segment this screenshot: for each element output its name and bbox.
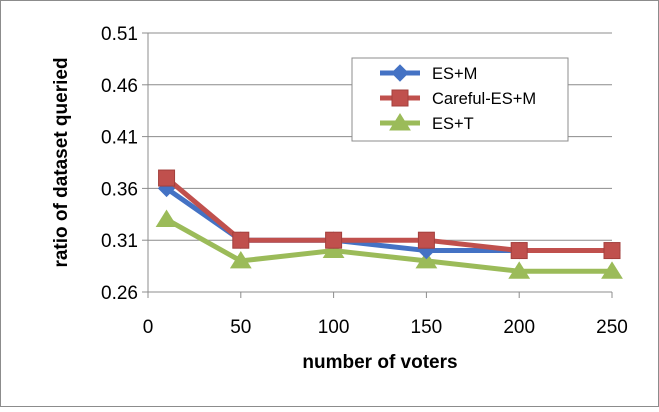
series-layer <box>155 169 623 279</box>
y-tick-label: 0.36 <box>101 179 138 200</box>
data-point <box>603 242 621 260</box>
y-tick-label: 0.46 <box>101 76 138 97</box>
y-tick-label: 0.51 <box>101 24 138 45</box>
y-axis-title: ratio of dataset queried <box>51 57 72 267</box>
x-tick-label: 250 <box>596 317 628 338</box>
data-point <box>601 261 623 279</box>
x-tick-label: 200 <box>503 317 535 338</box>
series-line <box>164 216 615 274</box>
data-point <box>158 169 176 187</box>
legend-swatch-marker <box>389 113 411 131</box>
legend: ES+M Careful-ES+M ES+T <box>351 57 569 142</box>
data-point <box>508 261 531 279</box>
x-tick-label: 0 <box>143 317 154 338</box>
legend-entry: ES+T <box>380 113 474 133</box>
x-axis-title: number of voters <box>302 352 457 373</box>
series-es-t <box>155 209 623 279</box>
legend-entry: Careful-ES+M <box>380 89 536 108</box>
x-tick-label: 50 <box>230 317 251 338</box>
y-tick-label: 0.31 <box>101 231 138 252</box>
data-point <box>232 231 250 249</box>
data-point <box>322 240 345 259</box>
x-tick-label: 150 <box>411 317 443 338</box>
series-line <box>164 175 615 254</box>
y-tick-label: 0.26 <box>101 283 138 304</box>
legend-swatch-marker <box>391 64 409 82</box>
legend-entry: ES+M <box>380 64 477 83</box>
data-point <box>417 231 435 249</box>
axes: 0.51 0.46 0.41 0.36 0.31 0.260 50 100 150 200 250 <box>101 24 628 338</box>
series-careful-es-m <box>158 169 621 260</box>
data-point <box>155 209 178 227</box>
data-point <box>229 250 252 269</box>
y-tick-label: 0.41 <box>101 128 138 149</box>
legend-swatch-marker <box>391 89 409 107</box>
data-point <box>325 231 343 249</box>
legend-label: ES+T <box>432 115 474 133</box>
data-point <box>415 250 438 269</box>
x-tick-label: 100 <box>318 317 350 338</box>
data-point <box>510 242 528 260</box>
legend-label: ES+M <box>432 65 477 83</box>
legend-label: Careful-ES+M <box>432 90 536 108</box>
